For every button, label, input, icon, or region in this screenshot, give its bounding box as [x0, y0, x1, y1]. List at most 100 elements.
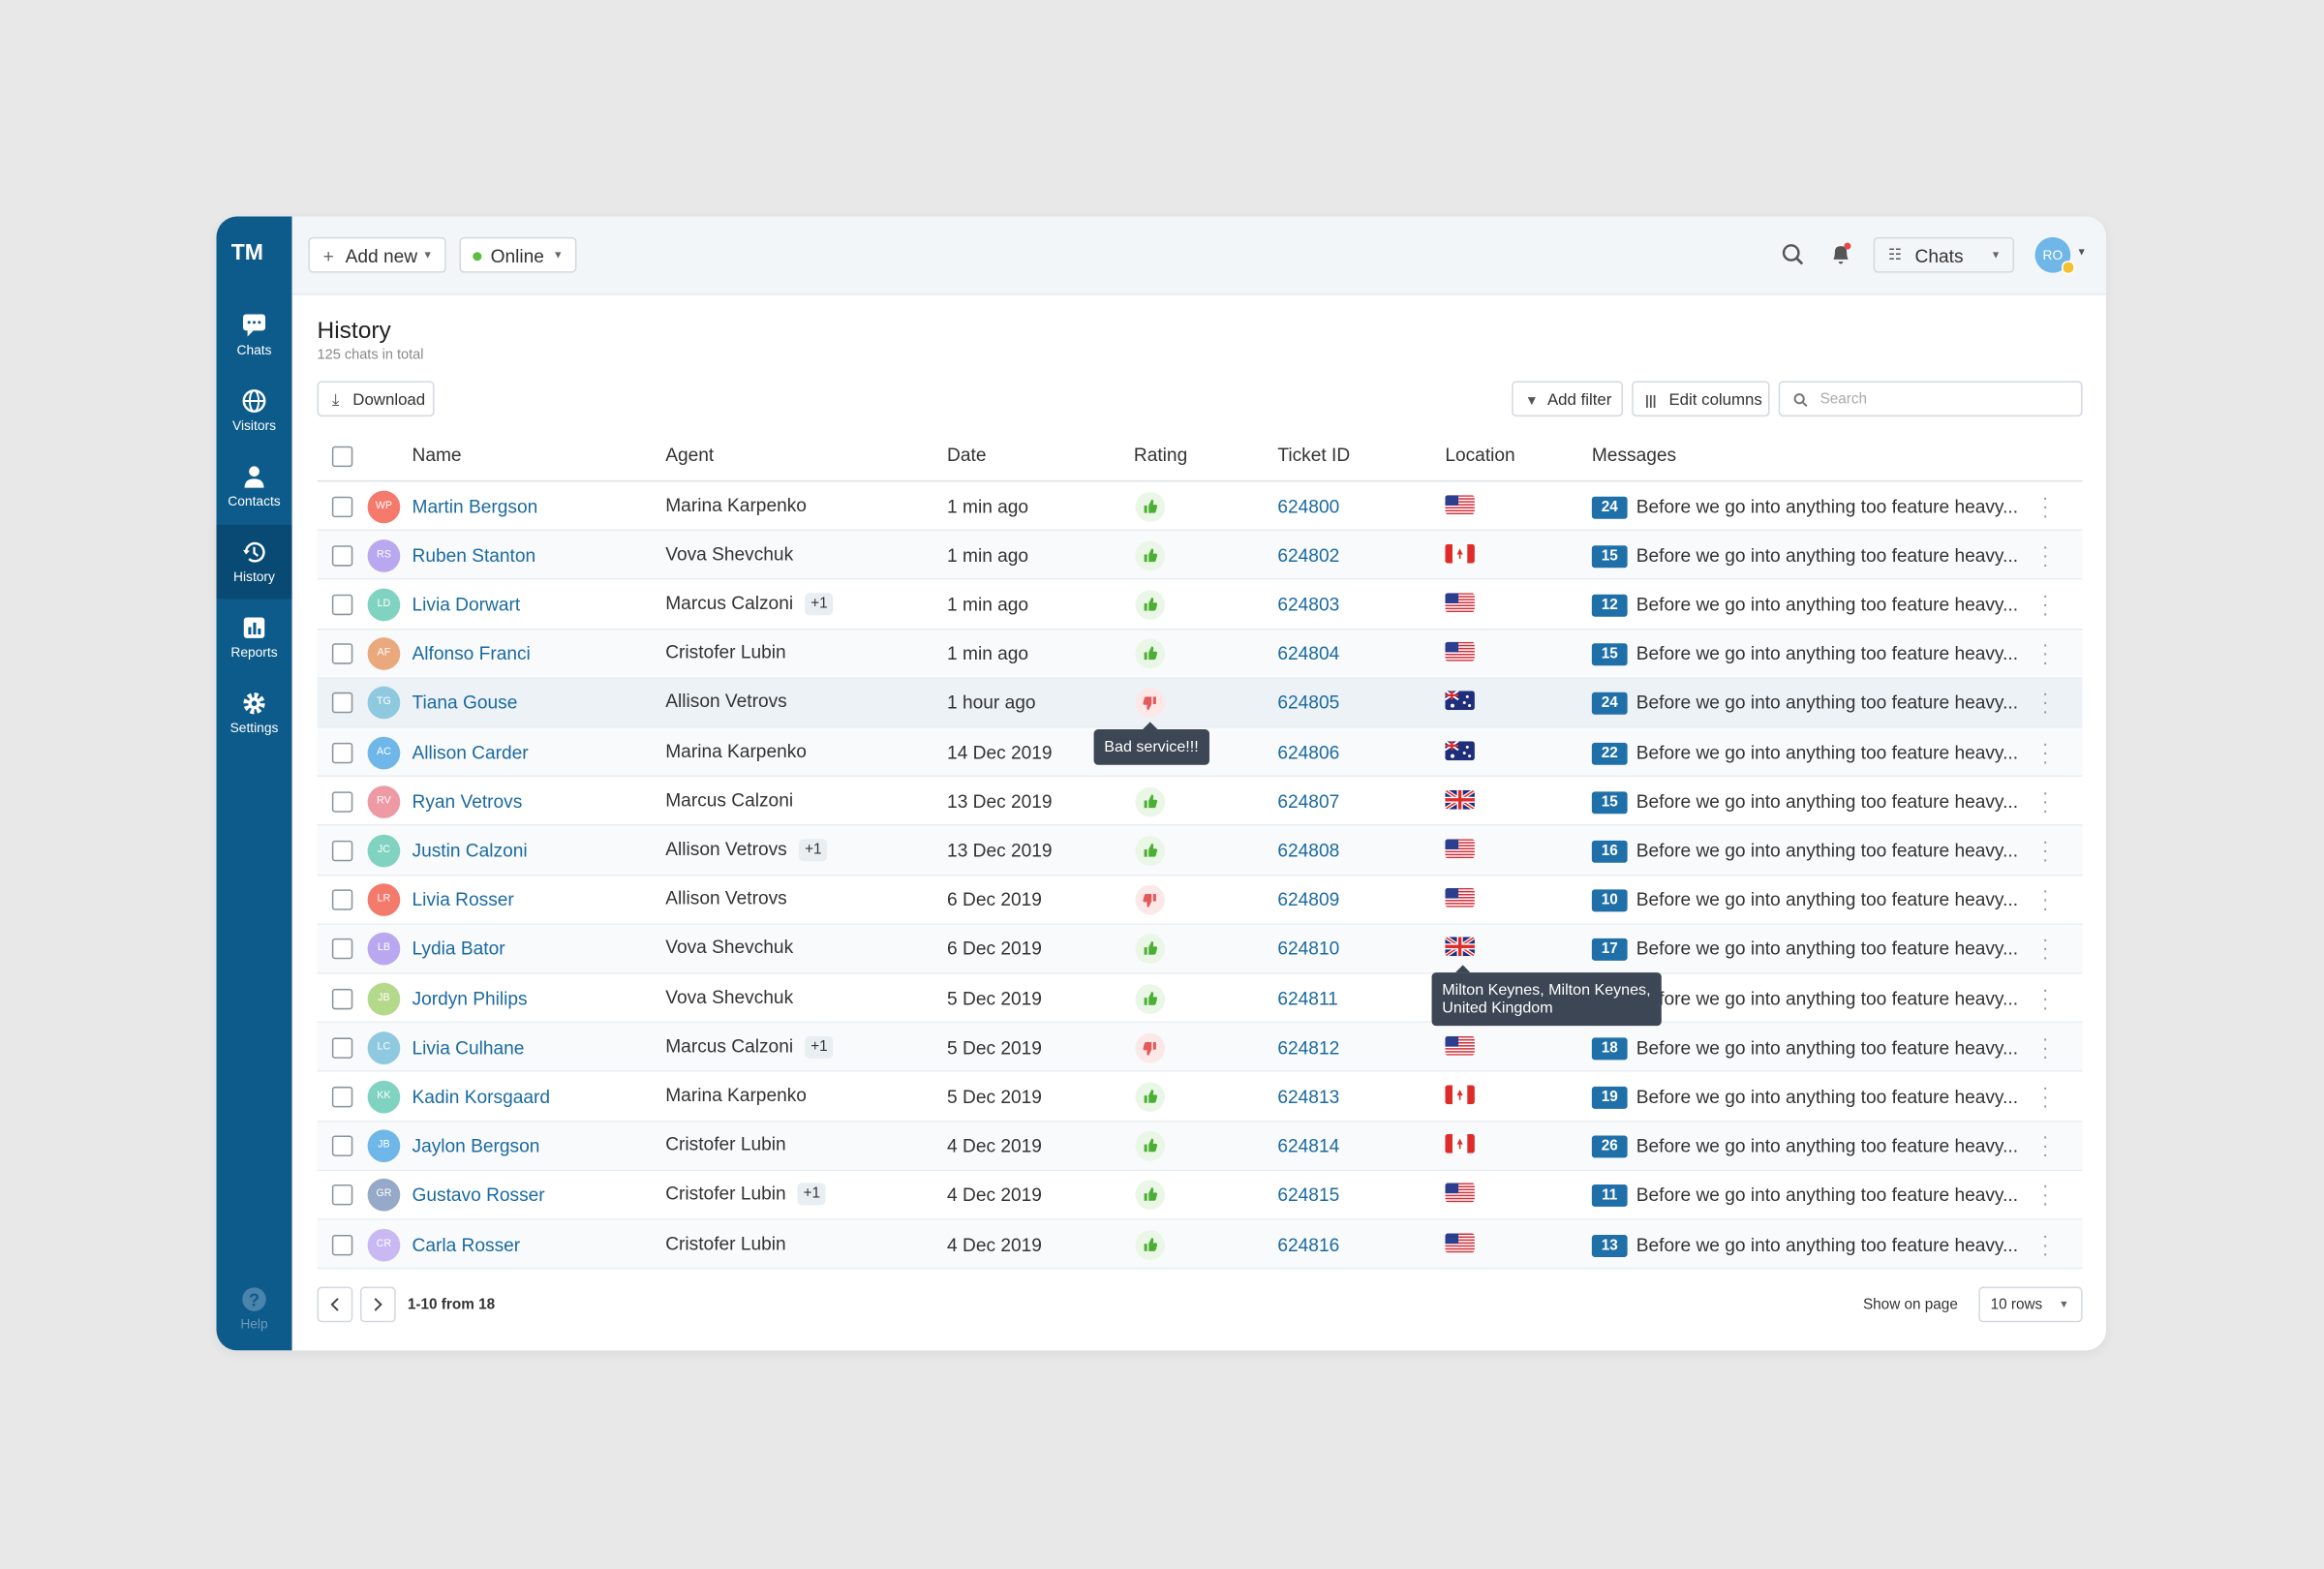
contact-name[interactable]: Livia Culhane	[412, 1037, 525, 1059]
table-row[interactable]: JB Jordyn Philips Vova Shevchuk 5 Dec 2019 6…	[317, 973, 2083, 1024]
contact-name[interactable]: Justin Calzoni	[412, 840, 528, 862]
row-menu[interactable]: · · ·	[2041, 682, 2049, 723]
nav-item[interactable]: Visitors	[216, 374, 291, 448]
row-checkbox[interactable]	[331, 840, 353, 862]
notification-icon[interactable]	[1829, 241, 1852, 264]
ticket-id[interactable]: 624810	[1277, 938, 1340, 960]
ticket-id[interactable]: 624813	[1277, 1086, 1340, 1108]
row-checkbox[interactable]	[331, 988, 353, 1009]
contact-name[interactable]: Livia Dorwart	[412, 594, 521, 616]
row-menu[interactable]: · · ·	[2041, 1223, 2049, 1264]
ticket-id[interactable]: 624804	[1277, 643, 1340, 664]
ticket-id[interactable]: 624806	[1277, 742, 1340, 763]
row-checkbox[interactable]	[331, 594, 353, 616]
table-row[interactable]: AF Alfonso Franci Cristofer Lubin 1 min ago…	[317, 629, 2083, 679]
ticket-id[interactable]: 624815	[1277, 1184, 1340, 1206]
row-checkbox[interactable]	[331, 643, 353, 664]
table-row[interactable]: GR Gustavo Rosser Cristofer Lubin +1 4 Dec 2…	[317, 1170, 2083, 1220]
row-menu[interactable]: · · ·	[2041, 535, 2049, 575]
contact-name[interactable]: Jaylon Bergson	[412, 1135, 540, 1157]
row-menu[interactable]: · · ·	[2041, 584, 2049, 625]
row-menu[interactable]: · · ·	[2041, 1027, 2049, 1067]
table-row[interactable]: KK Kadin Korsgaard Marina Karpenko 5 Dec 20…	[317, 1072, 2083, 1123]
table-row[interactable]: RS Ruben Stanton Vova Shevchuk 1 min ago 624…	[317, 531, 2083, 581]
row-checkbox[interactable]	[331, 1086, 353, 1108]
chat-date: 1 min ago	[947, 594, 1029, 616]
contact-name[interactable]: Carla Rosser	[412, 1234, 521, 1255]
row-menu[interactable]: · · ·	[2041, 781, 2049, 821]
row-checkbox[interactable]	[331, 742, 353, 763]
contact-name[interactable]: Kadin Korsgaard	[412, 1086, 551, 1108]
ticket-id[interactable]: 624812	[1277, 1037, 1340, 1059]
contact-name[interactable]: Martin Bergson	[412, 496, 538, 517]
status-dropdown[interactable]: Online ▼	[459, 236, 577, 273]
ticket-id[interactable]: 624805	[1277, 692, 1340, 714]
nav-item[interactable]: Reports	[216, 600, 291, 675]
ticket-id[interactable]: 624803	[1277, 594, 1340, 616]
ticket-id[interactable]: 624800	[1277, 496, 1340, 517]
ticket-id[interactable]: 624809	[1277, 889, 1340, 911]
rows-per-page-dropdown[interactable]: 10 rows ▼	[1978, 1286, 2083, 1323]
row-checkbox[interactable]	[331, 496, 353, 517]
table-row[interactable]: CR Carla Rosser Cristofer Lubin 4 Dec 2019 6…	[317, 1219, 2083, 1270]
add-filter-button[interactable]: ▼ Add filter	[1512, 381, 1624, 417]
contact-name[interactable]: Ruben Stanton	[412, 544, 536, 567]
row-menu[interactable]: · · ·	[2041, 878, 2049, 920]
prev-page-button[interactable]	[317, 1286, 353, 1323]
table-row[interactable]: JB Jaylon Bergson Cristofer Lubin 4 Dec 201…	[317, 1122, 2083, 1171]
download-button[interactable]: ⤓ Download	[317, 381, 435, 417]
nav-item[interactable]: History	[216, 524, 292, 600]
table-row[interactable]: JC Justin Calzoni Allison Vetrovs +1 13 Dec …	[317, 826, 2083, 876]
row-checkbox[interactable]	[331, 692, 353, 714]
edit-columns-button[interactable]: ||| Edit columns	[1632, 381, 1770, 417]
ticket-id[interactable]: 624814	[1277, 1135, 1340, 1157]
row-checkbox[interactable]	[331, 1234, 353, 1255]
ticket-id[interactable]: 624816	[1277, 1234, 1340, 1255]
row-menu[interactable]: · · ·	[2041, 1174, 2049, 1215]
row-checkbox[interactable]	[331, 938, 353, 960]
row-menu[interactable]: · · ·	[2041, 1076, 2049, 1117]
contact-name[interactable]: Allison Carder	[412, 742, 529, 763]
row-checkbox[interactable]	[331, 791, 353, 813]
table-row[interactable]: TG Tiana Gouse Allison Vetrovs 1 hour ago 62…	[317, 678, 2083, 728]
contact-name[interactable]: Ryan Vetrovs	[412, 791, 523, 813]
row-menu[interactable]: · · ·	[2041, 632, 2049, 674]
contact-name[interactable]: Jordyn Philips	[412, 988, 528, 1009]
row-checkbox[interactable]	[331, 544, 353, 567]
ticket-id[interactable]: 624811	[1277, 988, 1338, 1009]
table-row[interactable]: LD Livia Dorwart Marcus Calzoni +1 1 min ago…	[317, 580, 2083, 630]
contact-name[interactable]: Alfonso Franci	[412, 643, 531, 664]
table-row[interactable]: LB Lydia Bator Vova Shevchuk 6 Dec 2019 6248…	[317, 924, 2083, 974]
row-menu[interactable]: · · ·	[2041, 977, 2049, 1018]
table-row[interactable]: RV Ryan Vetrovs Marcus Calzoni 13 Dec 2019 6…	[317, 777, 2083, 827]
table-row[interactable]: LR Livia Rosser Allison Vetrovs 6 Dec 2019 6…	[317, 875, 2083, 925]
row-menu[interactable]: · · ·	[2041, 485, 2049, 526]
add-new-button[interactable]: + Add new ▼	[308, 236, 446, 273]
contact-name[interactable]: Gustavo Rosser	[412, 1184, 545, 1206]
table-row[interactable]: LC Livia Culhane Marcus Calzoni +1 5 Dec 201…	[317, 1023, 2083, 1073]
workspace-dropdown[interactable]: ☷ Chats ▼	[1873, 236, 2015, 273]
row-menu[interactable]: · · ·	[2041, 731, 2049, 772]
row-checkbox[interactable]	[331, 1135, 353, 1157]
row-checkbox[interactable]	[331, 1037, 353, 1059]
nav-item[interactable]: Settings	[216, 676, 291, 751]
row-checkbox[interactable]	[331, 889, 353, 911]
ticket-id[interactable]: 624802	[1277, 544, 1340, 567]
select-all-checkbox[interactable]	[331, 446, 353, 468]
ticket-id[interactable]: 624808	[1277, 840, 1340, 862]
row-checkbox[interactable]	[331, 1184, 353, 1206]
ticket-id[interactable]: 624807	[1277, 791, 1340, 813]
search-input[interactable]: Search	[1778, 381, 2083, 417]
next-page-button[interactable]	[359, 1286, 396, 1323]
nav-item[interactable]: Chats	[216, 298, 291, 373]
row-menu[interactable]: · · ·	[2041, 928, 2049, 969]
contact-name[interactable]: Lydia Bator	[412, 938, 505, 960]
row-menu[interactable]: · · ·	[2041, 830, 2049, 871]
search-icon[interactable]	[1782, 243, 1805, 266]
contact-name[interactable]: Livia Rosser	[412, 889, 514, 911]
contact-name[interactable]: Tiana Gouse	[412, 692, 518, 714]
row-menu[interactable]: · · ·	[2041, 1125, 2049, 1166]
table-row[interactable]: WP Martin Bergson Marina Karpenko 1 min ago…	[317, 481, 2083, 532]
nav-item[interactable]: Contacts	[216, 449, 291, 524]
nav-help[interactable]: ? Help	[216, 1283, 291, 1350]
